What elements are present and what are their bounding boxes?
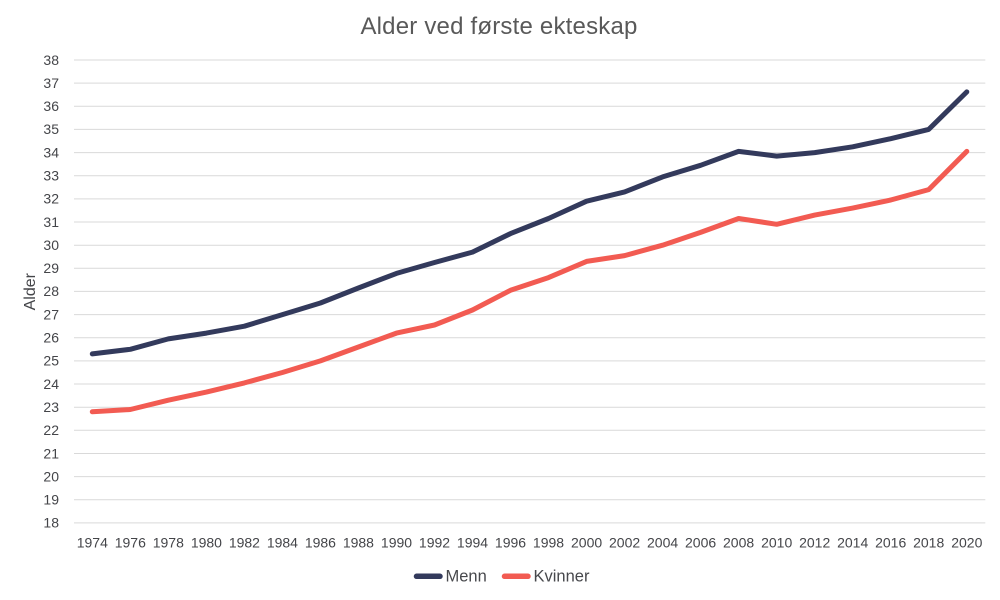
- svg-text:18: 18: [43, 515, 59, 531]
- svg-text:27: 27: [43, 306, 59, 322]
- svg-text:1980: 1980: [191, 535, 222, 551]
- svg-text:1990: 1990: [381, 535, 412, 551]
- svg-text:19: 19: [43, 492, 59, 508]
- svg-text:35: 35: [43, 121, 59, 137]
- svg-text:1984: 1984: [267, 535, 298, 551]
- svg-text:2008: 2008: [723, 535, 754, 551]
- svg-text:Alder: Alder: [22, 272, 39, 310]
- svg-text:31: 31: [43, 214, 59, 230]
- svg-text:2020: 2020: [951, 535, 982, 551]
- svg-text:1994: 1994: [457, 535, 488, 551]
- svg-text:1996: 1996: [495, 535, 526, 551]
- svg-text:2014: 2014: [837, 535, 868, 551]
- svg-text:1986: 1986: [305, 535, 336, 551]
- svg-text:1998: 1998: [533, 535, 564, 551]
- svg-text:2004: 2004: [647, 535, 678, 551]
- svg-text:1988: 1988: [343, 535, 374, 551]
- svg-text:2012: 2012: [799, 535, 830, 551]
- svg-text:2006: 2006: [685, 535, 716, 551]
- svg-text:2016: 2016: [875, 535, 906, 551]
- svg-text:1982: 1982: [229, 535, 260, 551]
- svg-text:38: 38: [43, 52, 59, 68]
- svg-text:26: 26: [43, 330, 59, 346]
- svg-text:Menn: Menn: [446, 568, 487, 586]
- svg-text:25: 25: [43, 353, 59, 369]
- svg-text:2010: 2010: [761, 535, 792, 551]
- svg-text:32: 32: [43, 191, 59, 207]
- svg-text:36: 36: [43, 98, 59, 114]
- svg-text:1978: 1978: [153, 535, 184, 551]
- svg-text:37: 37: [43, 75, 59, 91]
- svg-text:Kvinner: Kvinner: [534, 568, 590, 586]
- svg-text:33: 33: [43, 168, 59, 184]
- svg-text:22: 22: [43, 422, 59, 438]
- svg-text:23: 23: [43, 399, 59, 415]
- svg-text:21: 21: [43, 445, 59, 461]
- svg-text:Alder ved første ekteskap: Alder ved første ekteskap: [360, 13, 637, 40]
- svg-text:2018: 2018: [913, 535, 944, 551]
- svg-text:1992: 1992: [419, 535, 450, 551]
- svg-text:1974: 1974: [77, 535, 108, 551]
- svg-text:2002: 2002: [609, 535, 640, 551]
- svg-text:1976: 1976: [115, 535, 146, 551]
- svg-text:20: 20: [43, 468, 59, 484]
- svg-text:30: 30: [43, 237, 59, 253]
- svg-text:2000: 2000: [571, 535, 602, 551]
- svg-text:29: 29: [43, 260, 59, 276]
- svg-text:24: 24: [43, 376, 59, 392]
- svg-text:28: 28: [43, 283, 59, 299]
- svg-text:34: 34: [43, 144, 59, 160]
